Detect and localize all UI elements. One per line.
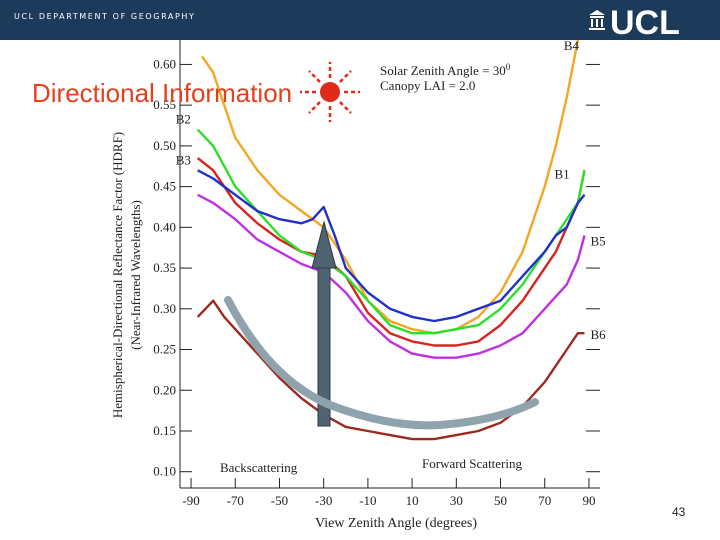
- y-tick-label: 0.50: [153, 138, 176, 153]
- x-axis-label: View Zenith Angle (degrees): [315, 516, 477, 531]
- canopy-lai-annotation: Canopy LAI = 2.0: [380, 78, 475, 93]
- series-lines: [196, 39, 586, 441]
- x-tick-label: 70: [538, 493, 551, 508]
- x-tick-label: 10: [406, 493, 419, 508]
- vertical-arrow-head: [311, 220, 337, 269]
- y-tick-label: 0.30: [153, 301, 176, 316]
- y-tick-label: 0.15: [153, 423, 176, 438]
- series-label-b6: B6: [591, 327, 607, 342]
- series-line-b5: [197, 193, 586, 359]
- x-tick-label: 90: [582, 493, 595, 508]
- ucl-logo: UCL: [589, 4, 680, 40]
- series-label-b2: B2: [176, 112, 191, 127]
- series-line-b3: [197, 169, 586, 323]
- x-tick-label: 30: [450, 493, 463, 508]
- x-tick-label: 50: [494, 493, 507, 508]
- ucl-portico-icon: [589, 10, 605, 30]
- y-tick-label: 0.35: [153, 260, 176, 275]
- plot-area: [180, 40, 600, 488]
- series-line-b4: [201, 39, 580, 335]
- backscattering-annotation: Backscattering: [220, 460, 298, 475]
- slide-title: Directional Information: [32, 78, 293, 108]
- vertical-arrow: [311, 220, 337, 427]
- solar-zenith-annotation: Solar Zenith Angle = 300: [380, 62, 511, 78]
- arc-arrow-path: [224, 296, 539, 430]
- series-line-b6: [196, 299, 585, 441]
- x-tick-label: -10: [359, 493, 376, 508]
- arc-arrow: [224, 296, 539, 430]
- series-line-b1: [196, 157, 586, 347]
- y-axis-label-line2: (Near-Infrared Wavelengths): [128, 200, 143, 350]
- y-axis-label-line1: Hemispherical-Directional Reflectance Fa…: [110, 132, 125, 418]
- forward-scattering-annotation: Forward Scattering: [422, 456, 523, 471]
- series-label-b5: B5: [591, 234, 606, 249]
- x-tick-label: -90: [182, 493, 199, 508]
- series-label-b4: B4: [564, 38, 580, 53]
- x-tick-label: -50: [271, 493, 288, 508]
- y-tick-label: 0.55: [153, 97, 176, 112]
- series-label-b1: B1: [555, 166, 570, 181]
- header-bar: UCL DEPARTMENT OF GEOGRAPHY UCL: [0, 0, 720, 40]
- y-tick-label: 0.25: [153, 342, 176, 357]
- y-tick-label: 0.45: [153, 179, 176, 194]
- ucl-logo-text: UCL: [610, 4, 680, 40]
- y-tick-label: 0.10: [153, 464, 176, 479]
- y-tick-label: 0.20: [153, 382, 176, 397]
- axes: 0.10 0.15 0.20 0.25 0.30 0.35 0.40 0.45 0.50 0.55…: [153, 40, 600, 508]
- x-tick-label: -70: [227, 493, 244, 508]
- series-label-b3: B3: [176, 152, 191, 167]
- page-number: 43: [672, 505, 686, 519]
- sun-icon: [300, 62, 360, 122]
- x-tick-label: -30: [315, 493, 332, 508]
- y-tick-label: 0.40: [153, 219, 176, 234]
- department-label: UCL DEPARTMENT OF GEOGRAPHY: [14, 12, 196, 21]
- series-labels: B4 B1 B2 B3 B5 B6: [176, 38, 606, 342]
- y-tick-label: 0.60: [153, 56, 176, 71]
